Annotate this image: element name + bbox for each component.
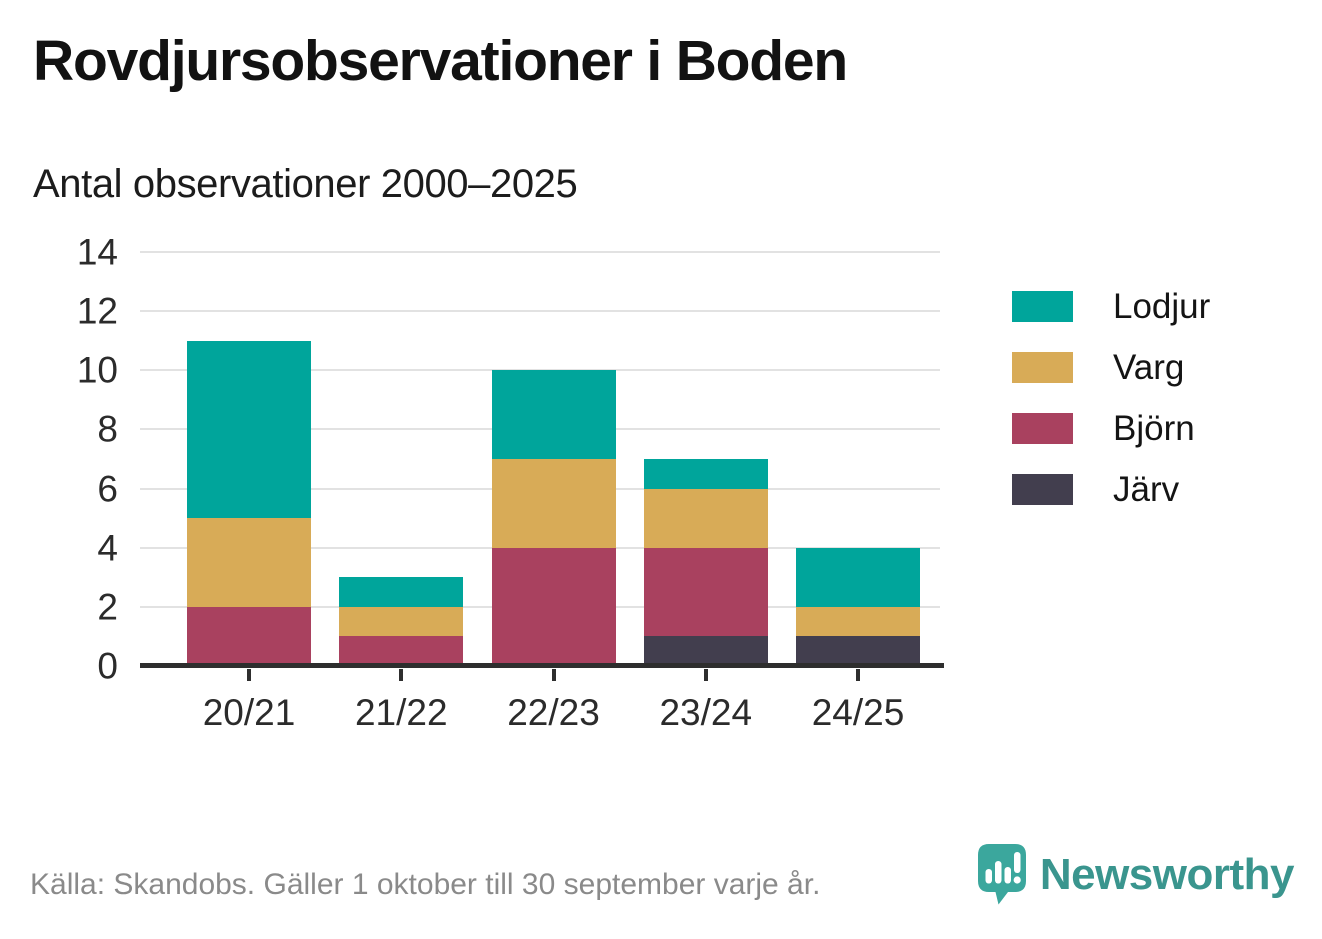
legend-swatch-järv [1012, 474, 1073, 505]
newsworthy-wordmark: Newsworthy [1039, 849, 1295, 899]
y-tick-label-14: 14 [76, 231, 118, 273]
newsworthy-logo-icon [977, 844, 1026, 905]
legend: Lodjur Varg Björn Järv [1012, 289, 1210, 507]
bar-22-23 [491, 252, 616, 666]
y-tick-label-12: 12 [76, 290, 118, 332]
gridline-y14 [140, 251, 940, 253]
chart-title: Rovdjursobservationer i Boden [33, 29, 848, 93]
y-tick-label-8: 8 [97, 408, 118, 450]
y-tick-label-0: 0 [97, 645, 118, 687]
x-tick-22-23 [551, 669, 556, 681]
bar-segment-varg-21-22 [339, 606, 464, 637]
y-tick-label-4: 4 [97, 527, 118, 569]
legend-item-järv: Järv [1012, 472, 1210, 507]
legend-label-lodjur: Lodjur [1113, 287, 1211, 326]
legend-label-järv: Järv [1113, 470, 1180, 509]
bar-segment-lodjur-21-22 [339, 577, 464, 607]
bar-segment-lodjur-20-21 [187, 340, 311, 519]
bar-segment-björn-23-24 [643, 547, 768, 637]
bar-segment-björn-21-22 [339, 636, 464, 666]
bar-20-21 [187, 252, 311, 666]
y-axis-labels: 0 2 4 6 8 10 12 14 [0, 234, 118, 685]
x-tick-label-22-23: 22/23 [507, 692, 600, 733]
legend-label-varg: Varg [1113, 348, 1185, 387]
legend-swatch-lodjur [1012, 291, 1073, 322]
bar-segment-lodjur-23-24 [643, 459, 768, 489]
bar-segment-varg-20-21 [187, 518, 311, 607]
x-tick-label-21-22: 21/22 [354, 692, 448, 733]
x-axis-line [140, 663, 944, 668]
x-tick-label-20-21: 20/21 [202, 692, 296, 733]
gridline-y12 [140, 310, 940, 313]
bar-23-24 [643, 252, 768, 666]
newsworthy-brand: Newsworthy [977, 843, 1295, 906]
y-tick-label-10: 10 [76, 349, 118, 391]
x-tick-23-24 [703, 669, 708, 681]
legend-swatch-varg [1012, 352, 1073, 383]
bar-segment-järv-24-25 [796, 636, 920, 666]
bar-segment-lodjur-24-25 [796, 547, 920, 607]
bar-segment-björn-22-23 [491, 547, 616, 666]
x-tick-24-25 [856, 669, 860, 681]
bar-segment-varg-23-24 [643, 488, 768, 548]
x-tick-label-24-25: 24/25 [811, 692, 905, 733]
y-tick-label-2: 2 [97, 586, 118, 628]
x-tick-21-22 [399, 669, 404, 681]
legend-swatch-björn [1012, 413, 1073, 444]
legend-item-varg: Varg [1012, 350, 1210, 385]
bar-segment-varg-22-23 [491, 459, 616, 548]
bar-21-22 [339, 252, 464, 666]
bar-segment-järv-23-24 [643, 636, 768, 666]
y-tick-label-6: 6 [97, 468, 118, 510]
bar-segment-varg-24-25 [796, 606, 920, 637]
source-text: Källa: Skandobs. Gäller 1 oktober till 3… [30, 868, 821, 901]
bar-24-25 [796, 252, 920, 666]
bar-segment-björn-20-21 [187, 606, 311, 666]
bar-segment-lodjur-22-23 [491, 370, 616, 459]
x-tick-label-23-24: 23/24 [659, 692, 753, 733]
chart-subtitle: Antal observationer 2000–2025 [33, 162, 578, 206]
legend-item-björn: Björn [1012, 411, 1210, 446]
x-tick-20-21 [247, 669, 251, 681]
plot-area: 20/21 21/22 22/23 23/24 24/25 [140, 251, 944, 733]
legend-label-björn: Björn [1113, 409, 1195, 448]
legend-item-lodjur: Lodjur [1012, 289, 1210, 324]
